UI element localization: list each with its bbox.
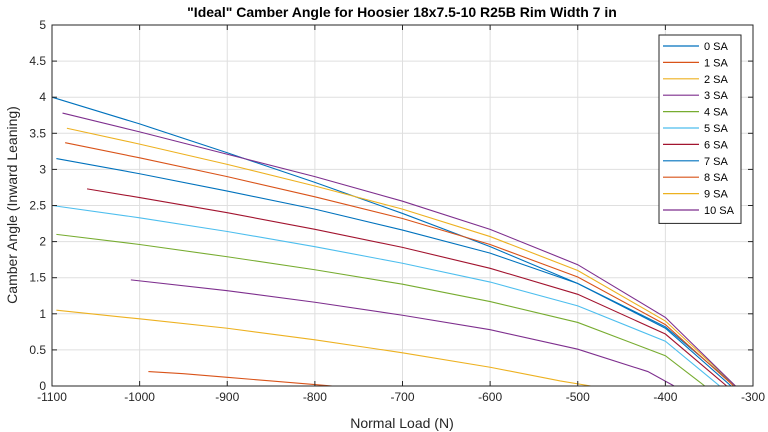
legend-entry-label: 8 SA [704, 172, 729, 184]
y-tick-label: 4.5 [29, 54, 46, 68]
series-group [51, 96, 736, 387]
series-line-7-sa [56, 158, 732, 387]
series-line-2-sa [56, 309, 591, 387]
y-tick-label: 5 [39, 18, 46, 32]
series-line-10-sa [62, 112, 736, 387]
x-tick-label: -700 [390, 390, 414, 404]
x-tick-label: -500 [566, 390, 590, 404]
x-tick-label: -900 [215, 390, 239, 404]
y-tick-label: 2.5 [29, 199, 46, 213]
y-tick-label: 1 [39, 307, 46, 321]
x-axis-label: Normal Load (N) [350, 415, 453, 431]
y-tick-label: 1.5 [29, 271, 46, 285]
legend-entry-label: 10 SA [704, 205, 735, 217]
legend-entry-label: 0 SA [704, 41, 729, 53]
y-tick-label: 3 [39, 162, 46, 176]
chart-title: "Ideal" Camber Angle for Hoosier 18x7.5-… [187, 4, 617, 20]
plot-frame [51, 24, 754, 387]
legend-entry-label: 2 SA [704, 74, 729, 86]
legend-entry-label: 3 SA [704, 90, 729, 102]
legend-entry-label: 6 SA [704, 139, 729, 151]
x-tick-label: -300 [741, 390, 765, 404]
x-tick-label: -400 [653, 390, 677, 404]
y-tick-label: 2 [39, 235, 46, 249]
y-tick-label: 4 [39, 90, 46, 104]
y-tick-label: 0 [39, 379, 46, 393]
series-line-6-sa [86, 188, 728, 387]
y-tick-label: 0.5 [29, 343, 46, 357]
series-line-4-sa [56, 233, 706, 387]
x-tick-label: -600 [478, 390, 502, 404]
y-tick-label: 3.5 [29, 126, 46, 140]
series-line-5-sa [51, 204, 721, 387]
legend-entry-label: 1 SA [704, 57, 729, 69]
legend-entry-label: 4 SA [704, 107, 729, 119]
series-line-1-sa [148, 371, 333, 387]
legend-entry-label: 9 SA [704, 189, 729, 201]
legend-entry-label: 7 SA [704, 156, 729, 168]
grid [51, 24, 754, 387]
x-tick-label: -1000 [124, 390, 155, 404]
axes: -1100 -1000 -900 -800 -700 -600 -500 -400 -300 0 0… [29, 18, 765, 404]
series-line-3-sa [130, 279, 675, 387]
x-tick-label: -800 [303, 390, 327, 404]
series-line-0-sa [51, 96, 736, 387]
legend: 0 SA 1 SA 2 SA 3 SA 4 SA 5 SA 6 SA 7 SA 8 SA 9 SA… [658, 34, 742, 224]
legend-box [658, 34, 742, 224]
y-axis-label: Camber Angle (Inward Leaning) [4, 106, 20, 304]
series-line-9-sa [66, 127, 736, 387]
legend-entry-label: 5 SA [704, 123, 729, 135]
series-line-8-sa [65, 142, 735, 387]
x-tick-label: -1100 [37, 390, 67, 404]
